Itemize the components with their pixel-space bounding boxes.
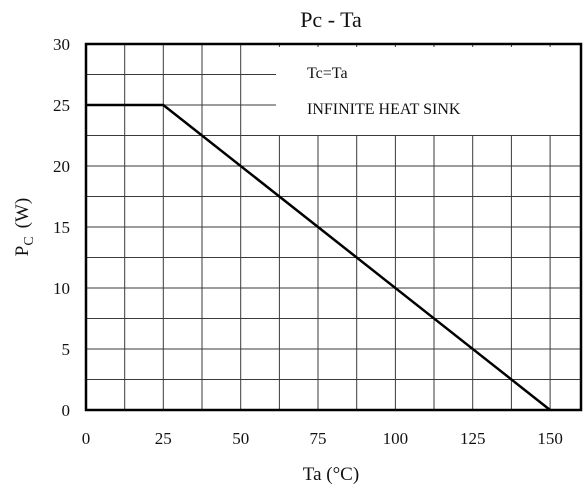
x-tick-label: 50 [232, 429, 249, 448]
x-tick-label: 100 [383, 429, 409, 448]
y-tick-label: 5 [62, 340, 71, 359]
chart-title: Pc - Ta [300, 7, 362, 32]
y-axis-label-unit: (W) [12, 198, 33, 229]
tick-labels: 0 25 50 75 100 125 150 0 5 10 15 20 25 30 [53, 35, 563, 448]
series-line-0 [86, 103, 551, 411]
y-tick-label: 15 [53, 218, 70, 237]
annotation-tc-ta: Tc=Ta [307, 65, 348, 82]
x-tick-label: 125 [460, 429, 486, 448]
y-tick-label: 0 [62, 401, 71, 420]
x-tick-label: 75 [310, 429, 327, 448]
y-axis-label: PC (W) [12, 198, 37, 257]
annotation-box [276, 47, 581, 135]
y-tick-label: 25 [53, 96, 70, 115]
y-tick-label: 20 [53, 157, 70, 176]
x-tick-label: 150 [537, 429, 563, 448]
x-tick-label: 0 [82, 429, 91, 448]
y-tick-label: 10 [53, 279, 70, 298]
plot-frame [84, 42, 583, 412]
y-axis-label-main: P [12, 246, 33, 257]
x-axis-label: Ta (°C) [303, 464, 359, 485]
annotation-infinite-heat-sink: INFINITE HEAT SINK [307, 101, 461, 118]
y-axis-label-sub: C [22, 236, 37, 245]
x-tick-label: 25 [155, 429, 172, 448]
y-tick-label: 30 [53, 35, 70, 54]
series [86, 103, 551, 411]
